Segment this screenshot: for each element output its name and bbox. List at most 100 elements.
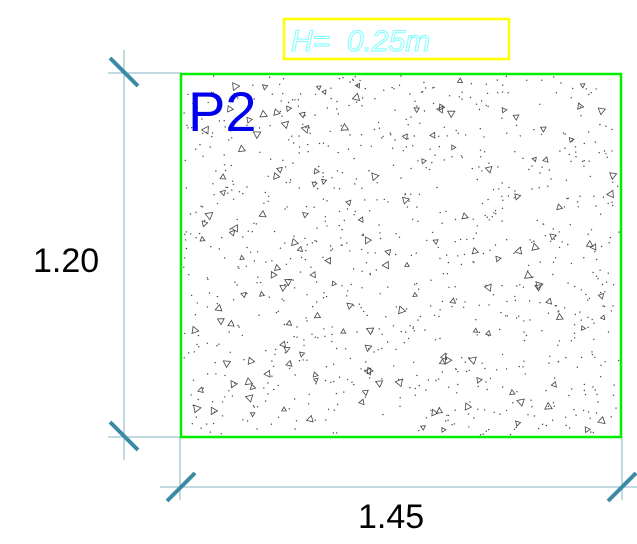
hatch-dot [506, 132, 508, 134]
hatch-dot [460, 263, 463, 266]
hatch-dot [374, 252, 376, 254]
hatch-dot [216, 345, 218, 347]
hatch-dot [231, 395, 234, 397]
hatch-dot [201, 206, 204, 208]
hatch-dot [468, 426, 470, 428]
hatch-dot [434, 339, 437, 341]
hatch-triangle [258, 210, 267, 218]
hatch-dot [271, 375, 273, 377]
hatch-dot [604, 361, 606, 363]
hatch-dot [212, 75, 215, 77]
hatch-dot [557, 360, 560, 363]
hatch-dot [429, 148, 431, 150]
hatch-dot [431, 231, 434, 234]
hatch-dot [456, 392, 458, 394]
hatch-dot [441, 222, 443, 224]
hatch-dot [216, 295, 219, 298]
hatch-triangle [296, 245, 304, 253]
hatch-dot [267, 393, 269, 395]
hatch-dot [567, 197, 569, 200]
hatch-dot [304, 114, 306, 117]
hatch-triangle [585, 239, 594, 247]
hatch-dot [513, 252, 515, 254]
hatch-dot [297, 99, 299, 101]
hatch-dot [305, 126, 307, 129]
hatch-triangle [274, 263, 282, 272]
hatch-dot [361, 105, 363, 107]
hatch-dot [399, 397, 401, 399]
hatch-dot [302, 359, 304, 361]
hatch-dot [434, 154, 436, 156]
hatch-dot [412, 327, 414, 330]
hatch-dot [547, 185, 549, 187]
hatch-dot [196, 343, 198, 346]
hatch-dot [514, 295, 516, 298]
hatch-dot [469, 96, 472, 99]
hatch-dot [363, 310, 365, 313]
hatch-dot [443, 126, 445, 128]
hatch-dot [184, 239, 187, 241]
hatch-triangle [381, 260, 389, 270]
hatch-dot [467, 413, 470, 415]
hatch-dot [211, 132, 214, 134]
hatch-dot [285, 181, 287, 184]
hatch-dot [446, 135, 448, 137]
hatch-dot [299, 271, 302, 273]
hatch-dot [207, 101, 209, 104]
hatch-dot [553, 377, 556, 379]
hatch-dot [268, 296, 270, 298]
hatch-triangle [556, 203, 564, 211]
hatch-dot [593, 195, 595, 197]
hatch-dot [282, 159, 284, 161]
hatch-dot [478, 304, 481, 306]
hatch-dot [580, 319, 582, 321]
hatch-dot [425, 389, 427, 391]
hatch-dot [412, 326, 415, 328]
hatch-dot [263, 387, 265, 389]
hatch-triangle [340, 328, 347, 334]
hatch-dot [570, 340, 572, 342]
hatch-dot [409, 387, 411, 389]
hatch-dot [518, 365, 520, 368]
hatch-triangle [445, 356, 453, 365]
hatch-dot [611, 128, 613, 131]
hatch-dot [472, 218, 474, 220]
hatch-dot [468, 357, 470, 359]
hatch-dot [591, 354, 594, 356]
hatch-triangle [577, 102, 585, 110]
hatch-dot [361, 234, 363, 236]
hatch-dot [277, 416, 280, 418]
hatch-dot [395, 348, 397, 351]
hatch-dot [237, 324, 239, 327]
hatch-dot [340, 125, 342, 127]
hatch-dot [603, 305, 606, 308]
hatch-triangle [263, 369, 271, 378]
hatch-dot [221, 415, 224, 417]
hatch-dot [195, 237, 197, 239]
hatch-dot [573, 324, 576, 326]
hatch-dot [407, 138, 409, 140]
hatch-dot [325, 366, 328, 368]
hatch-dot [284, 208, 286, 210]
hatch-dot [202, 155, 204, 157]
hatch-dot [343, 391, 345, 393]
hatch-triangle [357, 216, 364, 223]
hatch-triangle [340, 122, 350, 131]
hatch-dot [484, 214, 486, 217]
hatch-dot [405, 146, 407, 148]
hatch-dot [206, 277, 208, 279]
hatch-dot [211, 135, 213, 138]
hatch-triangle [281, 406, 288, 412]
hatch-dot [575, 151, 577, 153]
hatch-dot [610, 310, 613, 312]
hatch-triangle [227, 104, 235, 113]
hatch-dot [488, 162, 490, 164]
hatch-dot [523, 320, 525, 322]
hatch-dot [507, 195, 510, 197]
hatch-dot [298, 146, 301, 148]
hatch-dot [525, 334, 528, 337]
hatch-dot [383, 89, 385, 91]
hatch-dot [605, 125, 607, 127]
hatch-dot [354, 183, 356, 185]
hatch-dot [279, 110, 281, 113]
